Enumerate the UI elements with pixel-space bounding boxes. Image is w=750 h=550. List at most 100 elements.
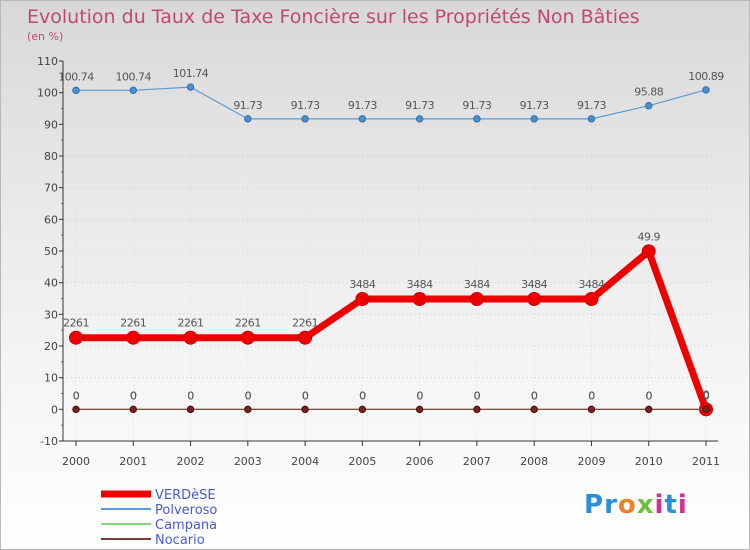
data-label-campana: 0	[245, 389, 252, 402]
data-label-campana: 0	[703, 389, 710, 402]
data-point-nocario	[301, 405, 309, 414]
data-label-nocario: 0	[531, 389, 538, 402]
data-label-polveroso: 101.74	[173, 67, 209, 80]
series-line-polveroso	[76, 86, 707, 120]
data-label-polveroso: 100.89	[688, 70, 724, 83]
y-tick-label: 30	[44, 308, 58, 321]
data-point-nocario	[244, 405, 252, 414]
data-point-nocario	[72, 405, 80, 414]
data-label-polveroso: 91.73	[577, 99, 606, 112]
data-point-verd-se	[126, 330, 141, 345]
data-label-verd-se: 2261	[235, 317, 261, 330]
data-label-verd-se: 3484	[578, 278, 604, 291]
data-label-verd-se: 49.9	[637, 230, 660, 243]
data-label-nocario: 0	[187, 389, 194, 402]
x-tick-label: 2006	[406, 455, 434, 468]
data-label-verd-se: 2261	[292, 317, 318, 330]
y-tick-label: 60	[44, 213, 58, 226]
data-point-verd-se	[183, 330, 198, 345]
data-label-nocario: 0	[245, 389, 252, 402]
data-label-nocario: 0	[359, 389, 366, 402]
data-point-verd-se	[527, 292, 542, 307]
x-tick-label: 2002	[177, 455, 205, 468]
data-point-polveroso	[702, 86, 710, 94]
data-point-nocario	[415, 405, 424, 414]
data-point-polveroso	[587, 115, 596, 123]
unit-label: (en %)	[27, 30, 64, 43]
data-point-polveroso	[645, 102, 653, 110]
data-point-polveroso	[244, 115, 252, 123]
y-tick-label: -10	[40, 435, 58, 448]
data-point-polveroso	[129, 86, 137, 95]
data-label-verd-se: 3484	[464, 278, 490, 291]
data-label-verd-se: 0	[703, 388, 710, 401]
chart-title: Evolution du Taux de Taxe Foncière sur l…	[27, 6, 640, 28]
data-label-campana: 0	[302, 389, 309, 402]
y-tick-label: 40	[44, 277, 58, 290]
data-label-verd-se: 2261	[178, 317, 204, 330]
legend-label-nocario: Nocario	[155, 533, 205, 548]
data-label-nocario: 0	[474, 389, 481, 402]
x-tick-label: 2010	[635, 455, 663, 468]
data-label-verd-se: 3484	[349, 278, 375, 291]
data-point-polveroso	[358, 115, 367, 123]
x-tick-label: 2005	[348, 455, 376, 468]
data-point-polveroso	[530, 115, 538, 123]
data-point-nocario	[645, 405, 653, 414]
data-label-campana: 0	[531, 389, 538, 402]
x-tick-label: 2003	[234, 455, 262, 468]
data-label-polveroso: 91.73	[405, 99, 434, 112]
data-label-campana: 0	[588, 389, 595, 402]
data-label-polveroso: 91.73	[348, 99, 377, 112]
y-tick-label: 100	[37, 87, 58, 100]
data-label-verd-se: 2261	[120, 317, 146, 330]
data-label-nocario: 0	[73, 389, 80, 402]
x-tick-label: 2000	[62, 455, 90, 468]
data-point-verd-se	[469, 292, 484, 307]
data-point-nocario	[530, 405, 538, 414]
x-tick-label: 2009	[577, 455, 605, 468]
data-label-polveroso: 91.73	[462, 99, 491, 112]
data-label-nocario: 0	[645, 389, 652, 402]
data-point-nocario	[358, 405, 367, 414]
data-label-nocario: 0	[302, 389, 309, 402]
data-label-campana: 0	[359, 389, 366, 402]
y-tick-label: 90	[44, 118, 58, 131]
y-tick-label: 80	[44, 150, 58, 163]
data-label-campana: 0	[474, 389, 481, 402]
data-point-polveroso	[186, 83, 195, 91]
legend-label-polveroso: Polveroso	[155, 503, 217, 518]
legend-label-verd-se: VERDèSE	[155, 488, 216, 503]
data-label-campana: 0	[187, 389, 194, 402]
data-label-polveroso: 91.73	[233, 99, 262, 112]
data-label-nocario: 0	[588, 389, 595, 402]
data-point-verd-se	[298, 330, 313, 345]
data-point-nocario	[129, 405, 137, 414]
y-tick-label: 0	[51, 403, 58, 416]
y-tick-label: 70	[44, 182, 58, 195]
data-label-verd-se: 3484	[521, 278, 547, 291]
data-label-campana: 0	[416, 389, 423, 402]
data-label-polveroso: 91.73	[520, 99, 549, 112]
data-point-nocario	[186, 405, 195, 414]
data-label-polveroso: 100.74	[58, 70, 94, 83]
x-tick-label: 2001	[119, 455, 147, 468]
x-tick-label: 2007	[463, 455, 491, 468]
data-point-verd-se	[641, 244, 656, 259]
proxiti-logo: Proxiti	[584, 490, 688, 520]
y-tick-label: 50	[44, 245, 58, 258]
series-line-verd-se	[76, 247, 710, 411]
data-label-campana: 0	[130, 389, 137, 402]
data-point-verd-se	[355, 292, 370, 307]
data-label-polveroso: 95.88	[634, 86, 663, 99]
data-point-verd-se	[240, 330, 255, 345]
data-label-verd-se: 2261	[63, 317, 89, 330]
y-tick-label: 20	[44, 340, 58, 353]
data-label-nocario: 0	[703, 389, 710, 402]
data-point-verd-se	[412, 292, 427, 307]
data-point-polveroso	[473, 115, 481, 123]
data-label-polveroso: 100.74	[116, 70, 152, 83]
data-point-nocario	[702, 405, 710, 414]
